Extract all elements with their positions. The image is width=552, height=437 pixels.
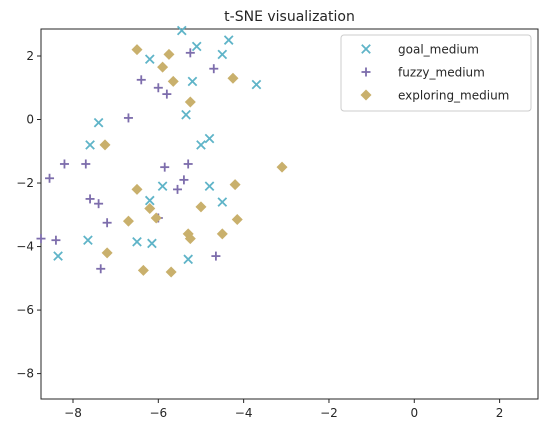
data-point <box>132 236 142 247</box>
legend-marker <box>361 67 371 77</box>
data-point <box>122 215 134 227</box>
y-tick-label: −8 <box>16 367 34 381</box>
data-point <box>102 218 112 228</box>
y-tick-label: −6 <box>16 303 34 317</box>
legend-label: goal_medium <box>398 43 479 57</box>
legend-box <box>340 34 532 112</box>
data-point <box>217 197 228 207</box>
data-point <box>136 75 146 85</box>
data-point <box>195 201 207 213</box>
data-point <box>251 79 262 90</box>
data-point <box>176 25 187 36</box>
data-point <box>123 113 133 123</box>
data-point <box>276 161 288 173</box>
data-point <box>204 133 215 144</box>
data-point <box>157 61 169 73</box>
data-point <box>59 159 69 169</box>
data-point <box>85 194 95 204</box>
data-point <box>163 48 175 60</box>
legend-marker <box>360 89 372 101</box>
y-tick-label: 0 <box>26 113 34 127</box>
data-point <box>181 109 191 120</box>
series-goal-medium <box>53 25 262 265</box>
data-point <box>165 266 177 278</box>
data-point <box>144 195 155 206</box>
data-point <box>99 139 111 151</box>
data-point <box>144 54 155 65</box>
y-tick-label: 2 <box>26 49 34 63</box>
x-tick-label: −6 <box>149 406 167 420</box>
data-point <box>196 140 206 150</box>
x-tick-label: −8 <box>64 406 82 420</box>
x-tick-label: 2 <box>496 406 504 420</box>
data-point <box>147 238 157 249</box>
data-point <box>131 183 143 195</box>
data-point <box>94 199 104 209</box>
y-tick-label: −4 <box>16 240 34 254</box>
data-point <box>229 179 241 191</box>
axes: −8 −6 −4 −2 0 2 2 0 −2 −4 −6 −8 <box>16 28 539 420</box>
data-point <box>216 228 228 240</box>
data-point <box>187 76 198 87</box>
data-point <box>183 159 193 169</box>
data-point <box>217 49 228 60</box>
y-tick-label: −2 <box>16 176 34 190</box>
plot-frame <box>40 28 539 400</box>
data-point <box>137 264 149 276</box>
data-point <box>53 251 63 261</box>
data-point <box>45 173 55 183</box>
data-point <box>162 89 172 99</box>
data-point <box>179 175 189 185</box>
data-point <box>223 35 234 45</box>
data-point <box>81 159 91 169</box>
data-point <box>101 247 113 259</box>
legend: goal_medium fuzzy_medium exploring_medium <box>340 34 532 112</box>
data-point <box>184 96 196 108</box>
data-point <box>144 202 156 214</box>
data-point <box>131 44 143 56</box>
data-point <box>184 233 196 245</box>
data-point <box>185 48 195 58</box>
data-points <box>36 25 288 278</box>
data-point <box>93 117 104 128</box>
x-tick-label: −2 <box>320 406 338 420</box>
x-tick-label: −4 <box>235 406 253 420</box>
legend-marker <box>361 44 371 54</box>
data-point <box>183 254 194 265</box>
data-point <box>150 212 162 224</box>
data-point <box>153 83 163 93</box>
data-point <box>36 234 46 244</box>
data-point <box>160 162 170 172</box>
data-point <box>96 264 106 274</box>
data-point <box>209 64 219 74</box>
series-exploring-medium <box>99 44 288 278</box>
data-point <box>227 72 239 84</box>
data-point <box>204 181 215 192</box>
data-point <box>231 214 243 226</box>
legend-label: exploring_medium <box>398 89 509 103</box>
legend-label: fuzzy_medium <box>398 66 485 80</box>
data-point <box>191 41 202 52</box>
data-point <box>83 235 93 246</box>
data-point <box>51 235 61 245</box>
data-point <box>167 75 179 87</box>
chart-title: t-SNE visualization <box>224 9 355 25</box>
data-point <box>211 251 221 261</box>
data-point <box>85 140 95 150</box>
x-tick-label: 0 <box>410 406 418 420</box>
data-point <box>173 184 183 194</box>
data-point <box>157 181 168 192</box>
